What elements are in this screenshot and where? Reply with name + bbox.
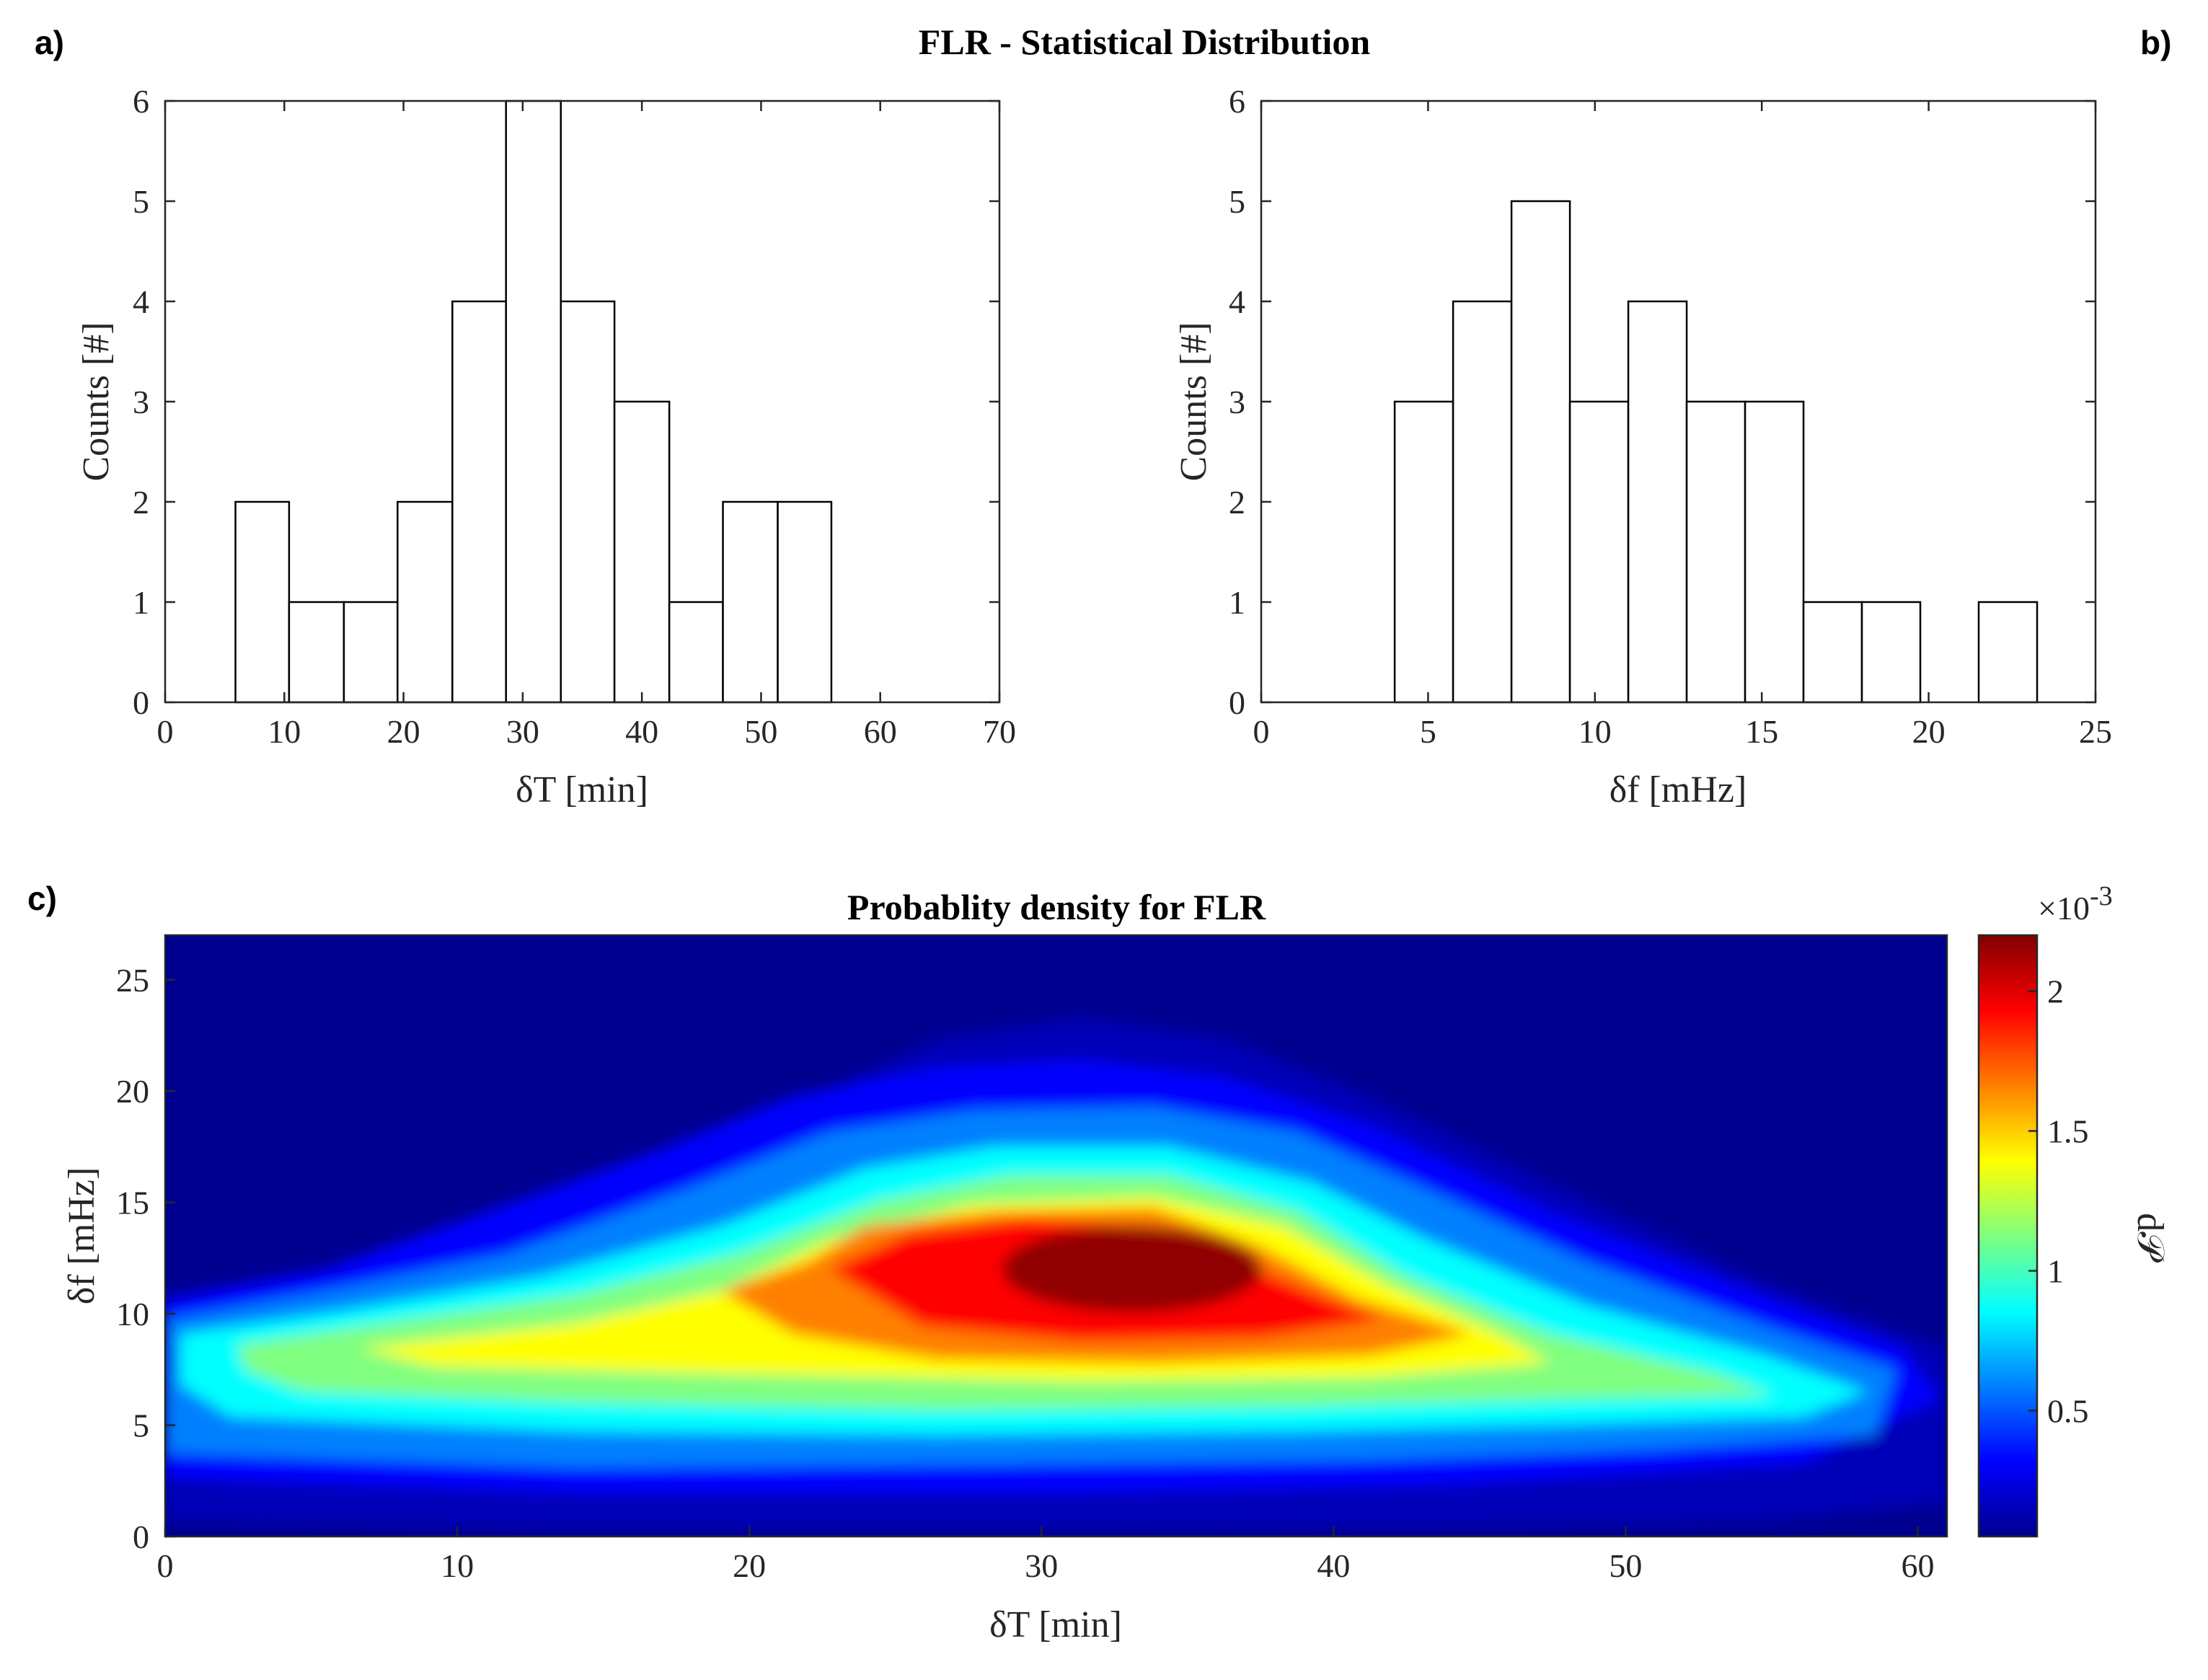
histogram-a-ytick-label: 5: [133, 183, 149, 220]
histogram-b-xtick-label: 25: [2079, 713, 2112, 750]
colorbar: 0.5 1 1.5 2 ×10-3 d𝒫: [1977, 881, 2171, 1538]
heatmap-ytick-label: 10: [116, 1296, 149, 1332]
colorbar-tick-label: 0.5: [2047, 1392, 2089, 1429]
histogram-b-ytick-label: 1: [1229, 584, 1245, 621]
heatmap-xtick-label: 40: [1317, 1547, 1350, 1584]
probability-density-heatmap: Probablity density for FLR 0 10 20 30 40 50 60…: [61, 881, 2171, 1645]
histogram-delta-t: 0 10 20 30 40 50 60 70 0 1 2 3 4 5 6 δT [min] Counts […: [76, 83, 1016, 810]
histogram-b-bar: [1627, 300, 1688, 704]
histogram-b-ylabel: Counts [#]: [1173, 322, 1214, 482]
histogram-a-xlabel: δT [min]: [516, 769, 648, 810]
histogram-b-bar: [1510, 200, 1571, 704]
histogram-a-ytick-label: 4: [133, 283, 149, 320]
heatmap-ytick-label: 0: [133, 1518, 149, 1555]
histogram-b-xtick-label: 10: [1578, 713, 1612, 750]
colorbar-tick-label: 1: [2047, 1252, 2064, 1289]
histogram-b-xtick-label: 0: [1253, 713, 1270, 750]
histogram-a-bar: [397, 500, 454, 704]
figure-title: FLR - Statistical Distribution: [919, 22, 1371, 62]
histogram-b-bar: [1744, 400, 1805, 704]
histogram-a-xtick-label: 60: [864, 713, 897, 750]
histogram-b-xlabel: δf [mHz]: [1609, 769, 1747, 810]
heatmap-xtick-label: 20: [733, 1547, 766, 1584]
panel-label-a: a): [35, 24, 64, 61]
histogram-b-xtick-label: 5: [1420, 713, 1436, 750]
colorbar-box: [1977, 934, 2039, 1538]
histogram-b-bar: [1802, 601, 1863, 704]
histogram-a-bar: [777, 500, 833, 704]
histogram-a-xtick-label: 30: [506, 713, 539, 750]
histogram-a-ytick-label: 3: [133, 384, 149, 420]
histogram-b-ytick-label: 5: [1229, 183, 1245, 220]
histogram-a-bar: [343, 601, 399, 704]
histogram-a-ytick-label: 2: [133, 484, 149, 521]
histogram-a-xtick-label: 70: [983, 713, 1016, 750]
histogram-a-ytick-label: 0: [133, 684, 149, 721]
heatmap-ytick-label: 25: [116, 962, 149, 999]
histogram-b-bar: [1860, 601, 1922, 704]
colorbar-label: d𝒫: [2129, 1213, 2171, 1263]
heatmap-axes-box: [164, 934, 1948, 1538]
histogram-b-bar: [1452, 300, 1513, 704]
histogram-a-ticks: 0 10 20 30 40 50 60 70 0 1 2 3 4 5 6: [133, 83, 1016, 750]
histogram-a-ylabel: Counts [#]: [76, 322, 117, 482]
heatmap-ytick-label: 20: [116, 1073, 149, 1110]
histogram-b-bar: [1393, 400, 1454, 704]
density-peak: [1002, 1226, 1262, 1312]
heatmap-ticks: 0 10 20 30 40 50 60 0 5 10 15 20 25: [116, 962, 1934, 1584]
histogram-b-ytick-label: 0: [1229, 684, 1245, 721]
heatmap-title: Probablity density for FLR: [847, 887, 1266, 927]
histogram-a-ytick-label: 6: [133, 83, 149, 120]
histogram-b-bar: [1685, 400, 1746, 704]
histogram-a-bar: [505, 100, 562, 704]
colorbar-tick-label: 1.5: [2047, 1113, 2089, 1150]
heatmap-plot-area: [165, 935, 1947, 1537]
histogram-a-ytick-label: 1: [133, 584, 149, 621]
colorbar-exponent: ×10-3: [2038, 881, 2113, 927]
histogram-b-ytick-label: 2: [1229, 484, 1245, 521]
histogram-a-bar: [613, 400, 671, 704]
histogram-a-bars: [234, 100, 833, 704]
heatmap-ytick-label: 5: [133, 1407, 149, 1444]
histogram-a-xtick-label: 50: [744, 713, 777, 750]
heatmap-ylabel: δf [mHz]: [61, 1167, 102, 1305]
panel-label-b: b): [2140, 24, 2171, 61]
histogram-a-xtick-label: 20: [387, 713, 420, 750]
histogram-a-bar: [722, 500, 779, 704]
histogram-a-xtick-label: 40: [625, 713, 658, 750]
histogram-b-bar: [1568, 400, 1630, 704]
histogram-b-ytick-label: 4: [1229, 283, 1245, 320]
colorbar-tick-label: 2: [2047, 973, 2064, 1010]
histogram-b-bar: [1977, 601, 2039, 704]
heatmap-xtick-label: 30: [1025, 1547, 1058, 1584]
heatmap-xtick-label: 10: [441, 1547, 474, 1584]
histogram-a-bar: [560, 300, 616, 704]
panel-label-c: c): [27, 880, 57, 917]
histogram-b-bars: [1393, 200, 2039, 704]
heatmap-xtick-label: 50: [1609, 1547, 1642, 1584]
histogram-b-ytick-label: 6: [1229, 83, 1245, 120]
colorbar-exponent-power: -3: [2090, 881, 2113, 911]
histogram-a-bar: [451, 300, 507, 704]
histogram-b-ticks: 0 5 10 15 20 25 0 1 2 3 4 5 6: [1229, 83, 2112, 750]
heatmap-xtick-label: 60: [1901, 1547, 1934, 1584]
heatmap-xtick-label: 0: [157, 1547, 174, 1584]
histogram-a-bar: [668, 601, 724, 704]
heatmap-xlabel: δT [min]: [989, 1604, 1122, 1645]
heatmap-ytick-label: 15: [116, 1185, 149, 1221]
histogram-b-xtick-label: 20: [1912, 713, 1946, 750]
histogram-b-ytick-label: 3: [1229, 384, 1245, 420]
histogram-a-xtick-label: 10: [268, 713, 301, 750]
colorbar-exponent-base: ×10: [2038, 890, 2090, 927]
histogram-a-xtick-label: 0: [157, 713, 174, 750]
histogram-a-bar: [234, 500, 291, 704]
histogram-delta-f: 0 5 10 15 20 25 0 1 2 3 4 5 6 δf [mHz] Counts [#]: [1173, 83, 2112, 810]
colorbar-ticks: 0.5 1 1.5 2: [2028, 973, 2089, 1429]
histogram-b-xtick-label: 15: [1745, 713, 1778, 750]
heatmap-density-layers: [165, 1017, 1947, 1529]
colorbar-gradient: [1979, 935, 2037, 1537]
histogram-a-bar: [288, 601, 345, 704]
